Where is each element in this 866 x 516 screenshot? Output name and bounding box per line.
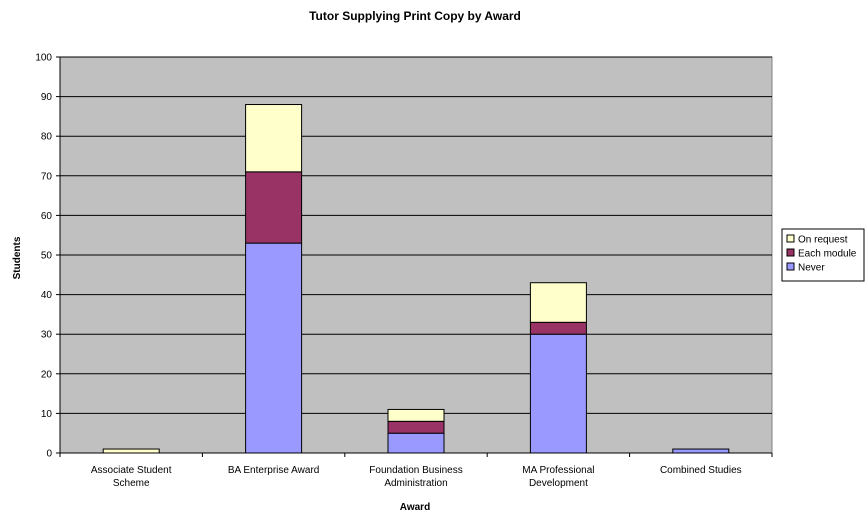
gridlines	[60, 56, 772, 414]
legend-label: Each module	[798, 249, 857, 260]
legend: On request Each module Never	[781, 228, 865, 282]
bar-segment	[102, 448, 160, 454]
legend-box	[781, 228, 865, 282]
y-tick-label: 30	[41, 330, 53, 341]
y-tick-label: 0	[46, 449, 52, 460]
bars	[102, 104, 730, 454]
x-tick-label: Combined Studies	[660, 465, 742, 476]
x-tick-label: Associate Student Scheme	[91, 465, 172, 489]
legend-swatch	[786, 248, 795, 257]
bar-segment	[529, 282, 587, 323]
chart-title: Tutor Supplying Print Copy by Award	[309, 9, 521, 23]
bar-segment	[387, 420, 445, 434]
x-tick-label: BA Enterprise Award	[228, 465, 320, 476]
axes	[56, 56, 773, 457]
y-tick-label: 70	[41, 171, 53, 182]
x-tick-label: MA Professional Development	[522, 465, 594, 489]
x-tick-labels: Associate Student Scheme BA Enterprise Awa…	[91, 465, 742, 489]
bar-segment	[529, 321, 587, 335]
y-tick-label: 20	[41, 369, 53, 380]
y-tick-label: 40	[41, 290, 53, 301]
bar-segment	[387, 432, 445, 454]
legend-label: Never	[798, 263, 825, 274]
bar-segment	[529, 333, 587, 454]
x-axis-title: Award	[400, 502, 430, 513]
bar-segment	[245, 242, 303, 454]
y-tick-label: 50	[41, 251, 53, 262]
legend-swatch	[786, 262, 795, 271]
legend-label: On request	[798, 235, 848, 246]
bar-segment	[387, 408, 445, 422]
y-tick-label: 60	[41, 211, 53, 222]
x-tick-label: Foundation Business Administration	[369, 465, 462, 489]
y-tick-label: 80	[41, 132, 53, 143]
bar-segment	[245, 171, 303, 244]
y-tick-label: 100	[35, 53, 52, 64]
bar-segment	[672, 448, 730, 454]
legend-swatch	[786, 234, 795, 243]
y-tick-labels: 0 10 20 30 40 50 60 70 80 90 100	[35, 53, 52, 460]
y-tick-label: 10	[41, 409, 53, 420]
y-tick-label: 90	[41, 92, 53, 103]
y-axis-title: Students	[12, 236, 23, 279]
bar-segment	[245, 104, 303, 173]
